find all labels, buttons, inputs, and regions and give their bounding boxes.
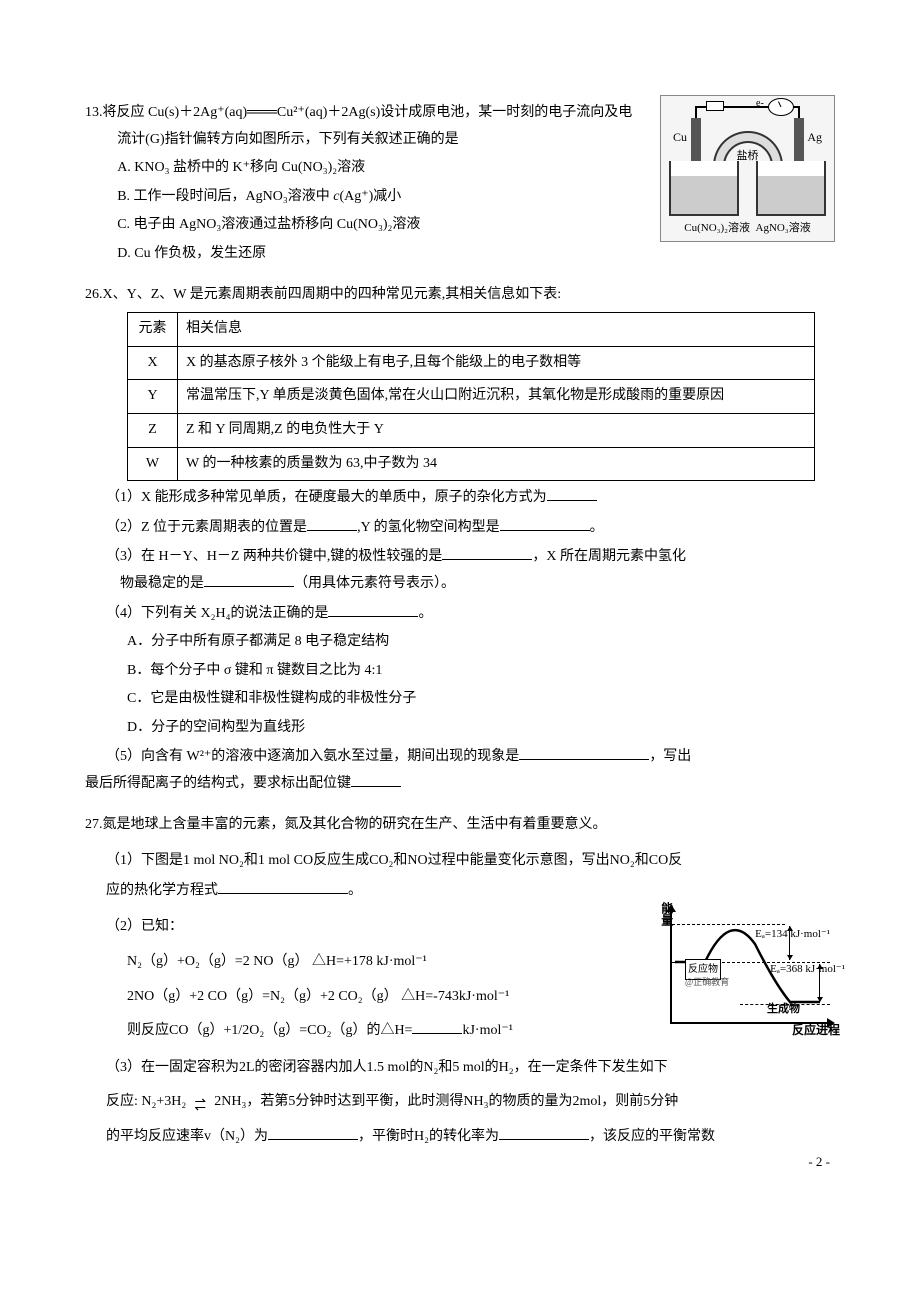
ag-label: Ag [807, 126, 822, 149]
ea-label: Eₐ=134 kJ·mol⁻¹ [755, 924, 830, 945]
table-header-row: 元素 相关信息 [128, 313, 815, 347]
cu-label: Cu [673, 126, 687, 149]
element-info-table: 元素 相关信息 XX 的基态原子核外 3 个能级上有电子,且每个能级上的电子数相… [127, 312, 815, 481]
q27-stem: 27.氮是地球上含量丰富的元素，氮及其化合物的研究在生产、生活中有着重要意义。 [85, 812, 835, 839]
blank [307, 515, 357, 530]
eb-label: Eₐ=368 kJ·mol⁻¹ [770, 959, 845, 980]
page-number: - 2 - [808, 1150, 830, 1175]
blank [351, 772, 401, 787]
q26-sub5-cont: 最后所得配离子的结构式，要求标出配位键 [85, 771, 835, 798]
caption-left: Cu(NO₃)₂溶液 [684, 222, 750, 234]
question-26: 26.X、Y、Z、W 是元素周期表前四周期中的四种常见元素,其相关信息如下表: … [85, 282, 835, 798]
q27-sub1-cont: 应的热化学方程式。 [85, 878, 835, 905]
q26-sub1: （1）X 能形成多种常见单质，在硬度最大的单质中，原子的杂化方式为 [85, 485, 835, 512]
q27-sub3-line2: 反应: N₂+3H₂2NH₃，若第5分钟时达到平衡，此时测得NH₃的物质的量为2… [85, 1089, 835, 1116]
q27-sub3-line3: 的平均反应速率v（N₂）为，平衡时H₂的转化率为，该反应的平衡常数 [85, 1124, 835, 1151]
q26-sub4-c: C．它是由极性键和非极性键构成的非极性分子 [85, 686, 835, 713]
q26-sub2: （2）Z 位于元素周期表的位置是,Y 的氢化物空间构型是。 [85, 515, 835, 542]
caption-right: AgNO₃溶液 [756, 222, 811, 234]
galvanic-cell-diagram: e- → Cu Ag 盐桥 Cu(NO₃)₂溶液 AgNO₃溶液 [660, 95, 835, 242]
q26-sub3: （3）在 H－Y、H－Z 两种共价键中,键的极性较强的是，X 所在周期元素中氢化 [85, 544, 835, 571]
q26-sub5: （5）向含有 W²⁺的溶液中逐滴加入氨水至过量，期间出现的现象是，写出 [85, 744, 835, 771]
q26-sub4-d: D．分子的空间构型为直线形 [85, 715, 835, 742]
blank [218, 878, 348, 893]
right-beaker [756, 161, 826, 216]
watermark-label: @正确教育 [685, 974, 729, 991]
blank [268, 1125, 358, 1140]
blank [412, 1019, 462, 1034]
col-element: 元素 [128, 313, 178, 347]
q26-number: 26. [85, 287, 103, 302]
blank [519, 745, 649, 760]
q13-choice-d: D. Cu 作负极，发生还原 [85, 241, 835, 268]
q27-number: 27. [85, 817, 103, 832]
blank [500, 515, 590, 530]
q27-sub1: （1）下图是1 mol NO₂和1 mol CO反应生成CO₂和NO过程中能量变… [85, 848, 835, 875]
table-row: ZZ 和 Y 同周期,Z 的电负性大于 Y [128, 413, 815, 447]
q26-sub4: （4）下列有关 X₂H₄的说法正确的是。 [85, 601, 835, 628]
blank [499, 1125, 589, 1140]
blank [442, 545, 532, 560]
q26-stem: 26.X、Y、Z、W 是元素周期表前四周期中的四种常见元素,其相关信息如下表: [85, 282, 835, 309]
q13-number: 13. [85, 105, 103, 120]
blank [547, 486, 597, 501]
q26-sub4-a: A．分子中所有原子都满足 8 电子稳定结构 [85, 629, 835, 656]
blank [204, 572, 294, 587]
table-row: Y常温常压下,Y 单质是淡黄色固体,常在火山口附近沉积，其氧化物是形成酸雨的重要… [128, 380, 815, 414]
galvanometer-icon [768, 98, 794, 116]
salt-bridge-label: 盐桥 [737, 146, 759, 167]
table-row: XX 的基态原子核外 3 个能级上有电子,且每个能级上的电子数相等 [128, 346, 815, 380]
left-beaker [669, 161, 739, 216]
q26-sub3-cont: 物最稳定的是（用具体元素符号表示）。 [85, 571, 835, 598]
equilibrium-icon [186, 1095, 214, 1109]
question-27: 27.氮是地球上含量丰富的元素，氮及其化合物的研究在生产、生活中有着重要意义。 … [85, 812, 835, 1151]
blank [328, 601, 418, 616]
col-info: 相关信息 [178, 313, 815, 347]
table-row: WW 的一种核素的质量数为 63,中子数为 34 [128, 447, 815, 481]
energy-diagram: 能量 反应进程 Eₐ=134 kJ·mol⁻¹ Eₐ=368 kJ·mol⁻¹ … [660, 904, 835, 1039]
product-label: 生成物 [767, 999, 800, 1020]
q27-sub3: （3）在一固定容积为2L的密闭容器内加人1.5 mol的N₂和5 mol的H₂，… [85, 1055, 835, 1082]
question-13: e- → Cu Ag 盐桥 Cu(NO₃)₂溶液 AgNO₃溶液 13.将反应 … [85, 100, 835, 268]
q26-sub4-b: B．每个分子中 σ 键和 π 键数目之比为 4:1 [85, 658, 835, 685]
diagram-caption: Cu(NO₃)₂溶液 AgNO₃溶液 [661, 216, 834, 241]
